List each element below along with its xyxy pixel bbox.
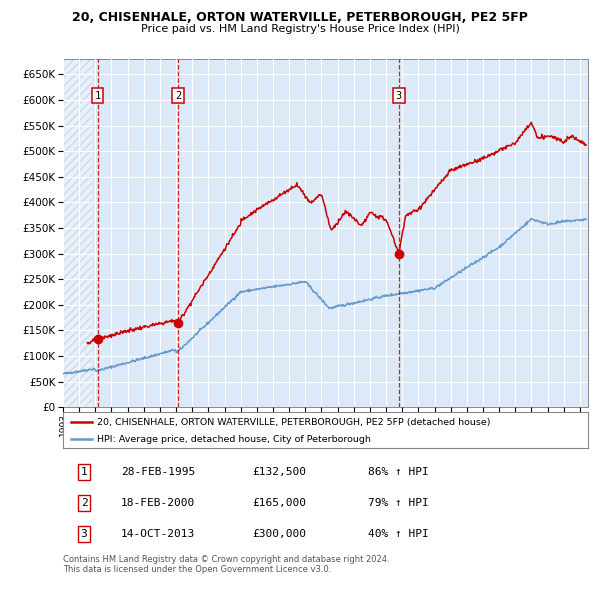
Text: 3: 3 <box>80 529 88 539</box>
Text: 40% ↑ HPI: 40% ↑ HPI <box>367 529 428 539</box>
Text: £132,500: £132,500 <box>252 467 306 477</box>
Text: 28-FEB-1995: 28-FEB-1995 <box>121 467 195 477</box>
Text: 86% ↑ HPI: 86% ↑ HPI <box>367 467 428 477</box>
Text: 79% ↑ HPI: 79% ↑ HPI <box>367 498 428 508</box>
Text: 2: 2 <box>80 498 88 508</box>
Text: £300,000: £300,000 <box>252 529 306 539</box>
Text: 1: 1 <box>95 90 101 100</box>
Text: 3: 3 <box>396 90 402 100</box>
Text: 20, CHISENHALE, ORTON WATERVILLE, PETERBOROUGH, PE2 5FP (detached house): 20, CHISENHALE, ORTON WATERVILLE, PETERB… <box>97 418 491 427</box>
Text: 14-OCT-2013: 14-OCT-2013 <box>121 529 195 539</box>
Text: This data is licensed under the Open Government Licence v3.0.: This data is licensed under the Open Gov… <box>63 565 331 573</box>
Text: Price paid vs. HM Land Registry's House Price Index (HPI): Price paid vs. HM Land Registry's House … <box>140 24 460 34</box>
Text: 1: 1 <box>80 467 88 477</box>
Text: 2: 2 <box>175 90 181 100</box>
Text: £165,000: £165,000 <box>252 498 306 508</box>
Text: 18-FEB-2000: 18-FEB-2000 <box>121 498 195 508</box>
Text: 20, CHISENHALE, ORTON WATERVILLE, PETERBOROUGH, PE2 5FP: 20, CHISENHALE, ORTON WATERVILLE, PETERB… <box>72 11 528 24</box>
Text: Contains HM Land Registry data © Crown copyright and database right 2024.: Contains HM Land Registry data © Crown c… <box>63 555 389 563</box>
Text: HPI: Average price, detached house, City of Peterborough: HPI: Average price, detached house, City… <box>97 435 371 444</box>
